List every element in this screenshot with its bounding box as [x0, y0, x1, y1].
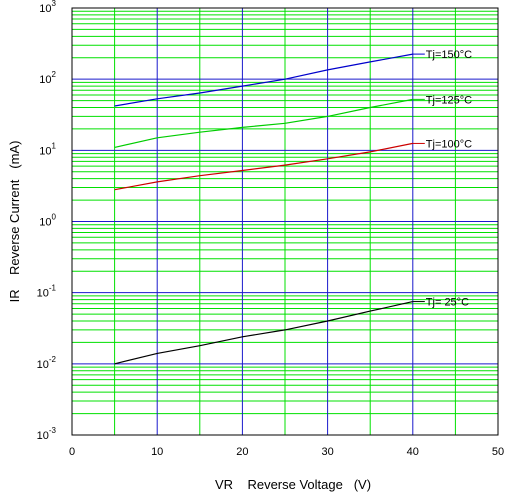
plot-frame: [71, 7, 499, 436]
series-line: [114, 142, 413, 191]
x-tick-labels: 0 10 20 30 40 50: [69, 446, 504, 458]
series-line: [114, 98, 413, 148]
series-lines: [114, 53, 413, 365]
x-tick-label: 0: [69, 446, 75, 458]
y-tick-labels: 10-3 10-2 10-1 100 101 102 103: [37, 0, 57, 442]
major-grid: [72, 8, 498, 435]
series-label: Tj= 25°C: [426, 297, 469, 309]
y-tick-label: 10-1: [37, 284, 57, 300]
y-tick-label: 101: [39, 141, 56, 157]
series-line: [114, 53, 413, 107]
x-tick-label: 20: [236, 446, 248, 458]
series-line: [114, 301, 413, 365]
x-tick-label: 10: [151, 446, 163, 458]
x-tick-label: 50: [492, 446, 504, 458]
series-labels: Tj=150°C Tj=125°C Tj=100°C Tj= 25°C: [412, 49, 472, 309]
series-label: Tj=125°C: [426, 94, 472, 106]
x-tick-label: 30: [321, 446, 333, 458]
y-tick-label: 10-3: [37, 426, 57, 442]
y-axis-label: IR Reverse Current (mA): [7, 141, 22, 303]
series-label: Tj=100°C: [426, 138, 472, 150]
minor-grid: [72, 8, 498, 435]
y-tick-label: 103: [39, 0, 56, 15]
x-tick-label: 40: [407, 446, 419, 458]
y-tick-label: 100: [39, 213, 56, 229]
x-axis-label: VR Reverse Voltage (V): [215, 477, 371, 492]
y-tick-label: 102: [39, 70, 56, 86]
y-tick-label: 10-2: [37, 355, 57, 371]
series-label: Tj=150°C: [426, 49, 472, 61]
